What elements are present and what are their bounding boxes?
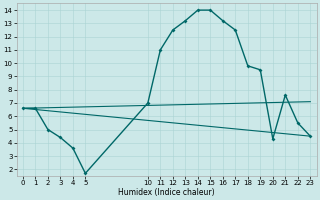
X-axis label: Humidex (Indice chaleur): Humidex (Indice chaleur): [118, 188, 215, 197]
